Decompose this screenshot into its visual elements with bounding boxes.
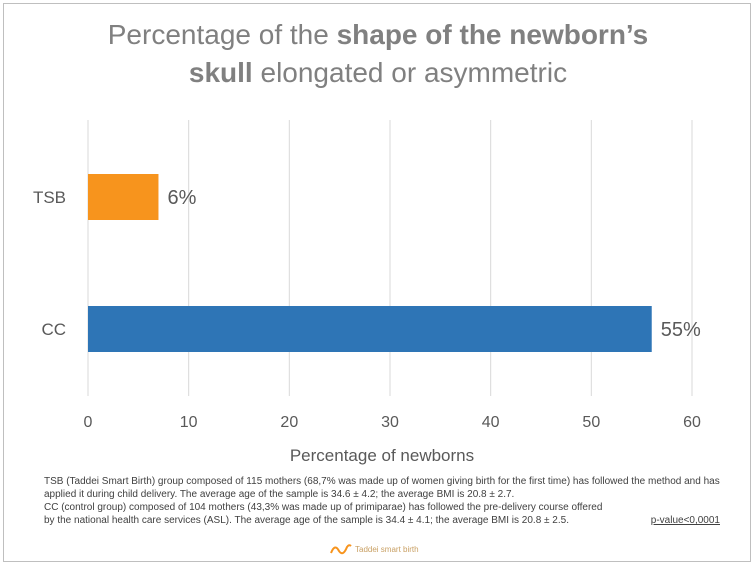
bars bbox=[88, 174, 652, 352]
logo: Taddei smart birth bbox=[330, 541, 419, 557]
bar-cc bbox=[88, 306, 652, 352]
x-tick-label: 60 bbox=[683, 414, 701, 431]
chart-title: Percentage of the shape of the newborn’s… bbox=[0, 16, 756, 92]
x-tick-label: 20 bbox=[280, 414, 298, 431]
category-label: CC bbox=[41, 320, 66, 339]
x-tick-labels: 0 10 20 30 40 50 60 bbox=[84, 414, 701, 431]
caption: TSB (Taddei Smart Birth) group composed … bbox=[44, 475, 720, 527]
title-line-2: skull elongated or asymmetric bbox=[0, 54, 756, 92]
category-labels: TSB CC bbox=[33, 188, 66, 339]
data-label: 6% bbox=[167, 187, 196, 209]
logo-wave-icon bbox=[330, 544, 352, 555]
x-tick-label: 0 bbox=[84, 414, 93, 431]
x-tick-label: 10 bbox=[180, 414, 198, 431]
data-labels: 6% 55% bbox=[167, 187, 701, 341]
bar-chart: TSB CC 6% 55% 0 10 20 30 40 50 60 Percentage of … bbox=[33, 120, 701, 465]
data-label: 55% bbox=[661, 319, 701, 341]
x-axis-label: Percentage of newborns bbox=[290, 446, 474, 465]
caption-tsb: TSB (Taddei Smart Birth) group composed … bbox=[44, 476, 720, 500]
logo-text: Taddei smart birth bbox=[355, 544, 419, 554]
x-tick-label: 40 bbox=[482, 414, 500, 431]
slide-frame bbox=[3, 3, 751, 562]
title-bold-1: shape of the newborn’s bbox=[336, 19, 649, 50]
category-label: TSB bbox=[33, 188, 66, 207]
title-bold-2: skull bbox=[188, 57, 253, 88]
p-value: p-value<0,0001 bbox=[650, 515, 720, 526]
title-part-1: Percentage of the bbox=[107, 19, 337, 50]
x-tick-label: 30 bbox=[381, 414, 399, 431]
bar-tsb bbox=[88, 174, 159, 220]
title-part-2: elongated or asymmetric bbox=[252, 57, 568, 88]
caption-cc: CC (control group) composed of 104 mothe… bbox=[44, 502, 603, 526]
x-tick-label: 50 bbox=[582, 414, 600, 431]
title-line-1: Percentage of the shape of the newborn’s bbox=[0, 16, 756, 54]
gridlines bbox=[87, 120, 693, 396]
